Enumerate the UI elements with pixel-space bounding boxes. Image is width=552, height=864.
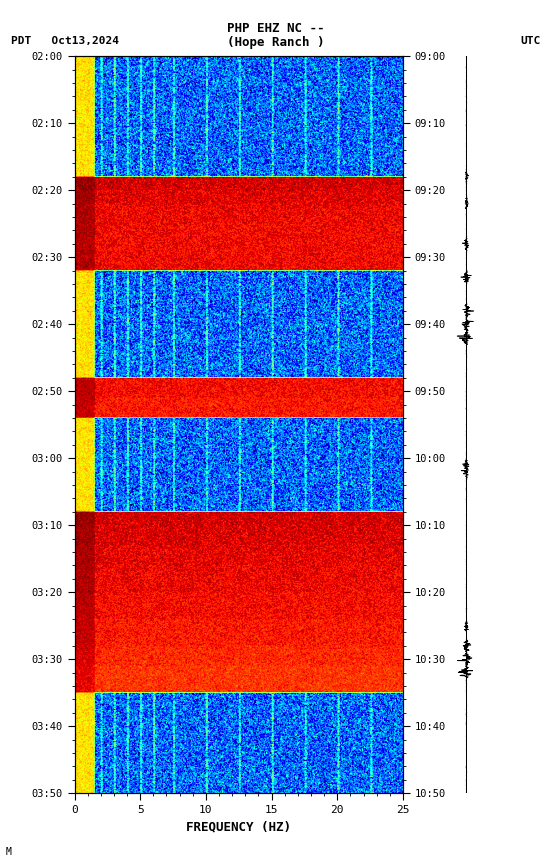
Text: (Hope Ranch ): (Hope Ranch ): [227, 36, 325, 49]
Text: PDT   Oct13,2024: PDT Oct13,2024: [11, 36, 119, 47]
Text: M: M: [6, 847, 12, 857]
Text: PHP EHZ NC --: PHP EHZ NC --: [227, 22, 325, 35]
X-axis label: FREQUENCY (HZ): FREQUENCY (HZ): [186, 821, 291, 834]
Text: UTC: UTC: [521, 36, 541, 47]
